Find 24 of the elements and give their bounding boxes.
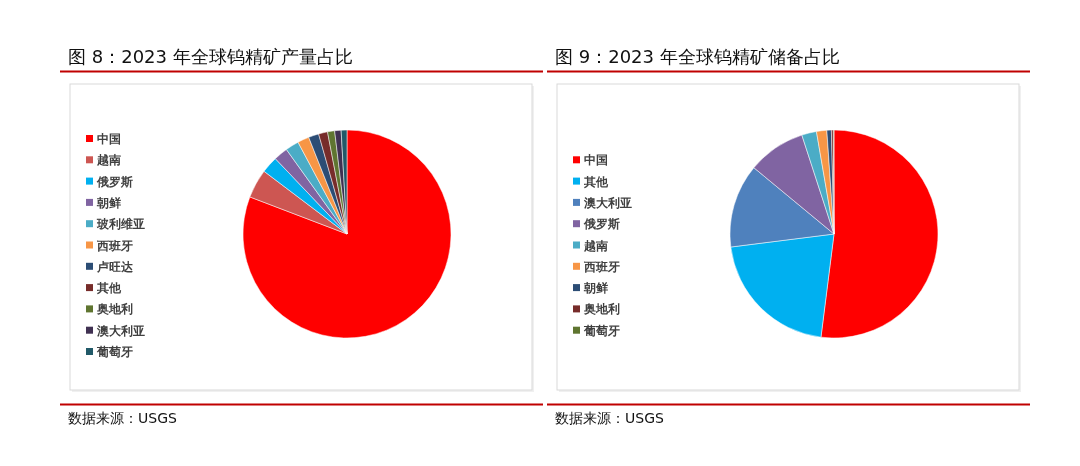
legend-label: 奥地利 [96,302,133,317]
legend-label: 澳大利亚 [583,195,632,210]
legend-label: 越南 [583,238,608,253]
legend-label: 中国 [584,153,608,168]
legend-label: 葡萄牙 [583,323,620,338]
legend-label: 葡萄牙 [96,345,133,359]
annotation: 数据来源：USGS [555,410,664,426]
legend-label: 卢旺达 [96,259,134,274]
legend-label: 西班牙 [583,259,620,274]
legend-label: 中国 [97,132,121,146]
legend-label: 俄罗斯 [96,174,133,189]
legend-label: 其他 [96,281,122,296]
chart-title: 图 8：2023 年全球钨精矿产量占比 [68,46,353,67]
legend-label: 澳大利亚 [96,323,145,338]
legend-label: 越南 [96,153,121,168]
legend-label: 西班牙 [96,238,133,253]
chart-title: 图 9：2023 年全球钨精矿储备占比 [555,46,840,67]
legend-label: 玻利维亚 [96,217,145,232]
legend-label: 奥地利 [583,302,620,317]
legend-label: 俄罗斯 [583,217,620,232]
annotation: 数据来源：USGS [68,410,177,426]
legend-label: 朝鲜 [583,281,608,296]
legend-label: 朝鲜 [96,195,121,210]
legend-label: 其他 [583,174,609,189]
